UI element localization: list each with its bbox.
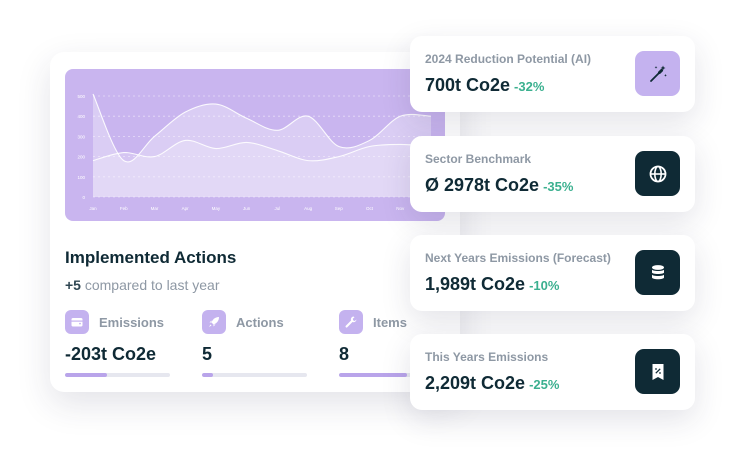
- stat-items-label: Items: [373, 314, 407, 330]
- chart-x-tick-label: Apr: [182, 206, 190, 211]
- emissions-chart: 0 100 200 300 400 500 Jan Feb Mar Apr May Jun Jul Aug…: [65, 69, 445, 221]
- kpi-this-years-emissions-title: This Years Emissions: [425, 350, 549, 364]
- chart-x-tick-label: Jul: [274, 206, 280, 211]
- kpi-forecast-emissions-value: 1,989t Co2e -10%: [425, 274, 559, 295]
- stat-emissions-progress: [65, 373, 107, 377]
- kpi-sector-benchmark-title: Sector Benchmark: [425, 152, 532, 166]
- kpi-value-text: 2,209t Co2e: [425, 373, 526, 393]
- rocket-icon: [202, 310, 226, 334]
- kpi-reduction-potential-value: 700t Co2e -32%: [425, 75, 544, 96]
- kpi-forecast-emissions[interactable]: Next Years Emissions (Forecast) 1,989t C…: [410, 235, 695, 311]
- implemented-actions-subtitle: +5 compared to last year: [65, 277, 219, 293]
- database-icon: [635, 250, 680, 295]
- stat-items-progress-track: [339, 373, 444, 377]
- emissions-chart-svg: 0 100 200 300 400 500 Jan Feb Mar Apr May Jun Jul Aug…: [77, 93, 436, 211]
- stat-items-progress: [339, 373, 408, 377]
- chart-x-tick-label: Aug: [304, 206, 313, 211]
- kpi-change: -35%: [543, 179, 574, 194]
- chart-x-tick-label: Feb: [120, 206, 128, 211]
- stat-actions: Actions 5: [202, 310, 308, 377]
- wrench-icon: [339, 310, 363, 334]
- stat-items-value: 8: [339, 344, 350, 364]
- chart-y-tick-label: 300: [77, 134, 85, 139]
- chart-y-tick-label: 100: [77, 175, 85, 180]
- kpi-change: -25%: [529, 377, 560, 392]
- actions-delta: +5: [65, 277, 81, 293]
- kpi-change: -10%: [529, 278, 560, 293]
- stat-actions-label: Actions: [236, 314, 284, 330]
- stat-emissions-value: -203t Co2e: [65, 344, 157, 364]
- chart-x-tick-label: May: [212, 206, 221, 211]
- stat-actions-value: 5: [202, 344, 213, 364]
- chart-x-tick-label: Mar: [151, 206, 159, 211]
- chart-line-series-2: [92, 139, 432, 162]
- actions-delta-text: compared to last year: [80, 277, 220, 293]
- implemented-actions-card: 0 100 200 300 400 500 Jan Feb Mar Apr May Jun Jul Aug…: [50, 52, 460, 392]
- kpi-this-years-emissions-value: 2,209t Co2e -25%: [425, 373, 559, 394]
- globe-icon: [635, 151, 680, 196]
- kpi-forecast-emissions-title: Next Years Emissions (Forecast): [425, 251, 611, 265]
- chart-line-series-1: [92, 93, 432, 163]
- kpi-value-text: 1,989t Co2e: [425, 274, 526, 294]
- kpi-this-years-emissions[interactable]: This Years Emissions 2,209t Co2e -25%: [410, 334, 695, 410]
- chart-y-tick-label: 0: [82, 195, 85, 200]
- chart-x-tick-label: Jan: [89, 206, 97, 211]
- chart-y-tick-label: 400: [77, 114, 85, 119]
- kpi-sector-benchmark[interactable]: Sector Benchmark Ø 2978t Co2e -35%: [410, 136, 695, 212]
- chart-x-tick-label: Jun: [243, 206, 251, 211]
- chart-x-tick-label: Nov: [396, 206, 405, 211]
- receipt-icon: [635, 349, 680, 394]
- kpi-reduction-potential[interactable]: 2024 Reduction Potential (AI) 700t Co2e -…: [410, 36, 695, 112]
- stat-emissions-label: Emissions: [99, 314, 165, 330]
- chart-x-tick-label: Sep: [335, 206, 344, 211]
- kpi-reduction-potential-title: 2024 Reduction Potential (AI): [425, 52, 592, 66]
- kpi-value-text: Ø 2978t Co2e: [425, 175, 540, 195]
- chart-y-tick-label: 200: [77, 155, 85, 160]
- stat-actions-progress: [202, 373, 213, 377]
- kpi-sector-benchmark-value: Ø 2978t Co2e -35%: [425, 175, 573, 196]
- magic-wand-icon: [635, 51, 680, 96]
- stat-actions-progress-track: [202, 373, 307, 377]
- implemented-actions-title: Implemented Actions: [65, 248, 237, 267]
- stat-items: Items 8: [339, 310, 445, 377]
- stat-emissions: Emissions -203t Co2e: [65, 310, 171, 377]
- chart-x-tick-label: Oct: [366, 206, 374, 211]
- wallet-icon: [65, 310, 89, 334]
- chart-y-tick-label: 500: [77, 94, 85, 99]
- kpi-change: -32%: [514, 79, 545, 94]
- kpi-value-text: 700t Co2e: [425, 75, 511, 95]
- stat-emissions-progress-track: [65, 373, 170, 377]
